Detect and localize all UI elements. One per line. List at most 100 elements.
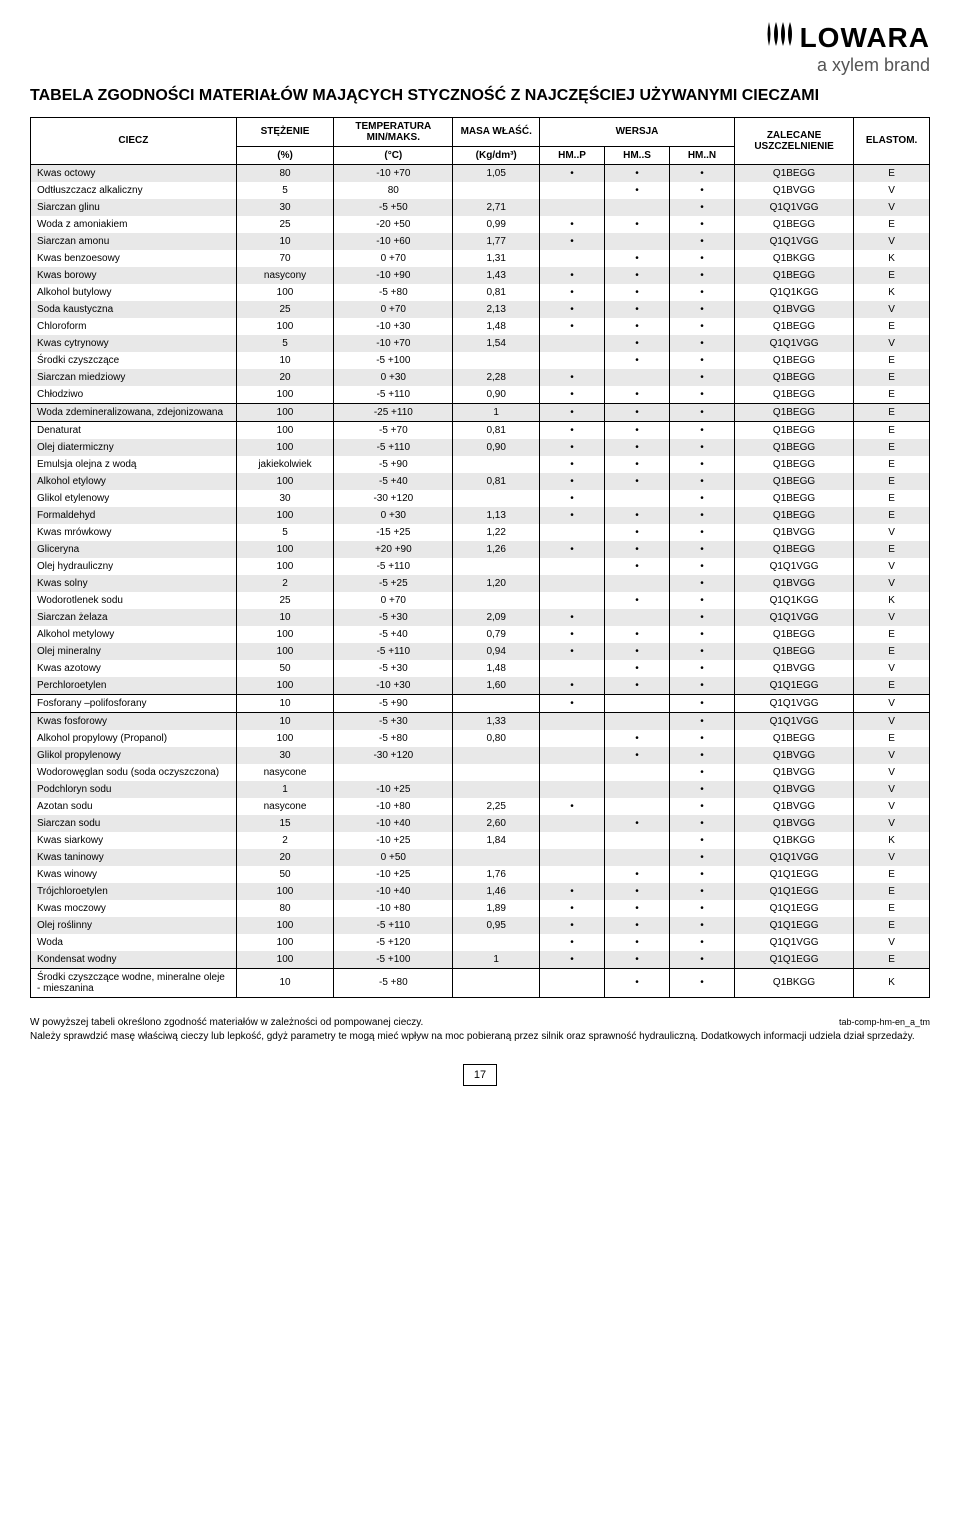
cell: •: [670, 900, 735, 917]
cell: Q1BEGG: [734, 369, 853, 386]
cell: Q1BVGG: [734, 524, 853, 541]
cell: Q1Q1VGG: [734, 849, 853, 866]
cell: +20 +90: [334, 541, 453, 558]
cell: 0,95: [453, 917, 540, 934]
cell: Środki czyszczące wodne, mineralne oleje…: [31, 968, 237, 997]
cell: 100: [236, 421, 333, 439]
cell: Alkohol propylowy (Propanol): [31, 730, 237, 747]
cell: Podchloryn sodu: [31, 781, 237, 798]
cell: [540, 182, 605, 199]
cell: Q1Q1VGG: [734, 609, 853, 626]
cell: -5 +80: [334, 284, 453, 301]
th-hmp: HM..P: [540, 146, 605, 164]
foot-p1: W powyższej tabeli określono zgodność ma…: [30, 1016, 930, 1030]
cell: •: [540, 951, 605, 969]
cell: [540, 781, 605, 798]
table-row: Glikol propylenowy30-30 +120••Q1BVGGV: [31, 747, 930, 764]
cell: 10: [236, 968, 333, 997]
cell: 0 +70: [334, 250, 453, 267]
cell: •: [605, 541, 670, 558]
cell: V: [854, 575, 930, 592]
table-row: Woda zdemineralizowana, zdejonizowana100…: [31, 403, 930, 421]
cell: 0,81: [453, 421, 540, 439]
cell: •: [605, 403, 670, 421]
cell: Denaturat: [31, 421, 237, 439]
cell: •: [605, 815, 670, 832]
cell: E: [854, 352, 930, 369]
cell: E: [854, 643, 930, 660]
cell: Glikol propylenowy: [31, 747, 237, 764]
cell: 1,89: [453, 900, 540, 917]
cell: -10 +70: [334, 335, 453, 352]
table-row: Denaturat100-5 +700,81•••Q1BEGGE: [31, 421, 930, 439]
cell: V: [854, 199, 930, 216]
cell: V: [854, 798, 930, 815]
table-row: Fosforany –polifosforany10-5 +90••Q1Q1VG…: [31, 694, 930, 712]
cell: Emulsja olejna z wodą: [31, 456, 237, 473]
cell: •: [670, 473, 735, 490]
cell: [605, 490, 670, 507]
cell: Q1BVGG: [734, 301, 853, 318]
cell: •: [540, 883, 605, 900]
cell: •: [670, 369, 735, 386]
table-row: Olej roślinny100-5 +1100,95•••Q1Q1EGGE: [31, 917, 930, 934]
cell: 1,76: [453, 866, 540, 883]
cell: Q1BVGG: [734, 747, 853, 764]
cell: -10 +40: [334, 883, 453, 900]
cell: E: [854, 421, 930, 439]
cell: •: [605, 164, 670, 182]
cell: Q1BEGG: [734, 421, 853, 439]
cell: 2: [236, 575, 333, 592]
cell: Q1Q1EGG: [734, 883, 853, 900]
cell: -10 +25: [334, 781, 453, 798]
cell: 1,46: [453, 883, 540, 900]
cell: V: [854, 747, 930, 764]
compatibility-table: CIECZ STĘŻENIE TEMPERATURA MIN/MAKS. MAS…: [30, 117, 930, 998]
cell: E: [854, 900, 930, 917]
table-row: Chłodziwo100-5 +1100,90•••Q1BEGGE: [31, 386, 930, 404]
cell: -5 +120: [334, 934, 453, 951]
cell: •: [670, 677, 735, 695]
cell: 100: [236, 386, 333, 404]
cell: •: [670, 182, 735, 199]
cell: 80: [236, 900, 333, 917]
cell: -5 +110: [334, 558, 453, 575]
table-row: Kwas taninowy200 +50•Q1Q1VGGV: [31, 849, 930, 866]
cell: Kwas borowy: [31, 267, 237, 284]
foot-p2: Należy sprawdzić masę właściwą cieczy lu…: [30, 1030, 930, 1044]
cell: •: [670, 386, 735, 404]
cell: Alkohol metylowy: [31, 626, 237, 643]
cell: •: [540, 541, 605, 558]
cell: V: [854, 694, 930, 712]
cell: Środki czyszczące: [31, 352, 237, 369]
cell: •: [670, 609, 735, 626]
cell: 5: [236, 524, 333, 541]
cell: •: [605, 934, 670, 951]
cell: [453, 490, 540, 507]
cell: Chłodziwo: [31, 386, 237, 404]
cell: -10 +70: [334, 164, 453, 182]
cell: -10 +30: [334, 318, 453, 335]
logo-area: LOWARA a xylem brand: [30, 20, 930, 76]
cell: 10: [236, 609, 333, 626]
table-row: Siarczan amonu10-10 +601,77••Q1Q1VGGV: [31, 233, 930, 250]
cell: •: [540, 798, 605, 815]
cell: E: [854, 473, 930, 490]
cell: •: [670, 849, 735, 866]
cell: Woda z amoniakiem: [31, 216, 237, 233]
cell: V: [854, 934, 930, 951]
table-row: Środki czyszczące wodne, mineralne oleje…: [31, 968, 930, 997]
cell: •: [605, 216, 670, 233]
cell: E: [854, 677, 930, 695]
cell: [453, 182, 540, 199]
cell: •: [670, 456, 735, 473]
cell: Q1BEGG: [734, 403, 853, 421]
cell: -5 +80: [334, 968, 453, 997]
cell: V: [854, 815, 930, 832]
cell: Q1BEGG: [734, 386, 853, 404]
cell: •: [605, 968, 670, 997]
cell: -15 +25: [334, 524, 453, 541]
cell: •: [670, 951, 735, 969]
cell: •: [605, 730, 670, 747]
cell: Siarczan glinu: [31, 199, 237, 216]
